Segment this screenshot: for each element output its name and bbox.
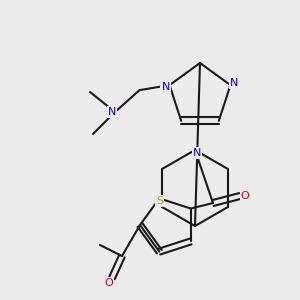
Text: O: O	[105, 278, 113, 288]
Text: N: N	[161, 82, 170, 92]
Text: N: N	[193, 148, 201, 158]
Text: N: N	[108, 107, 116, 117]
Text: S: S	[156, 196, 163, 206]
Text: O: O	[241, 191, 249, 201]
Text: N: N	[230, 78, 238, 88]
